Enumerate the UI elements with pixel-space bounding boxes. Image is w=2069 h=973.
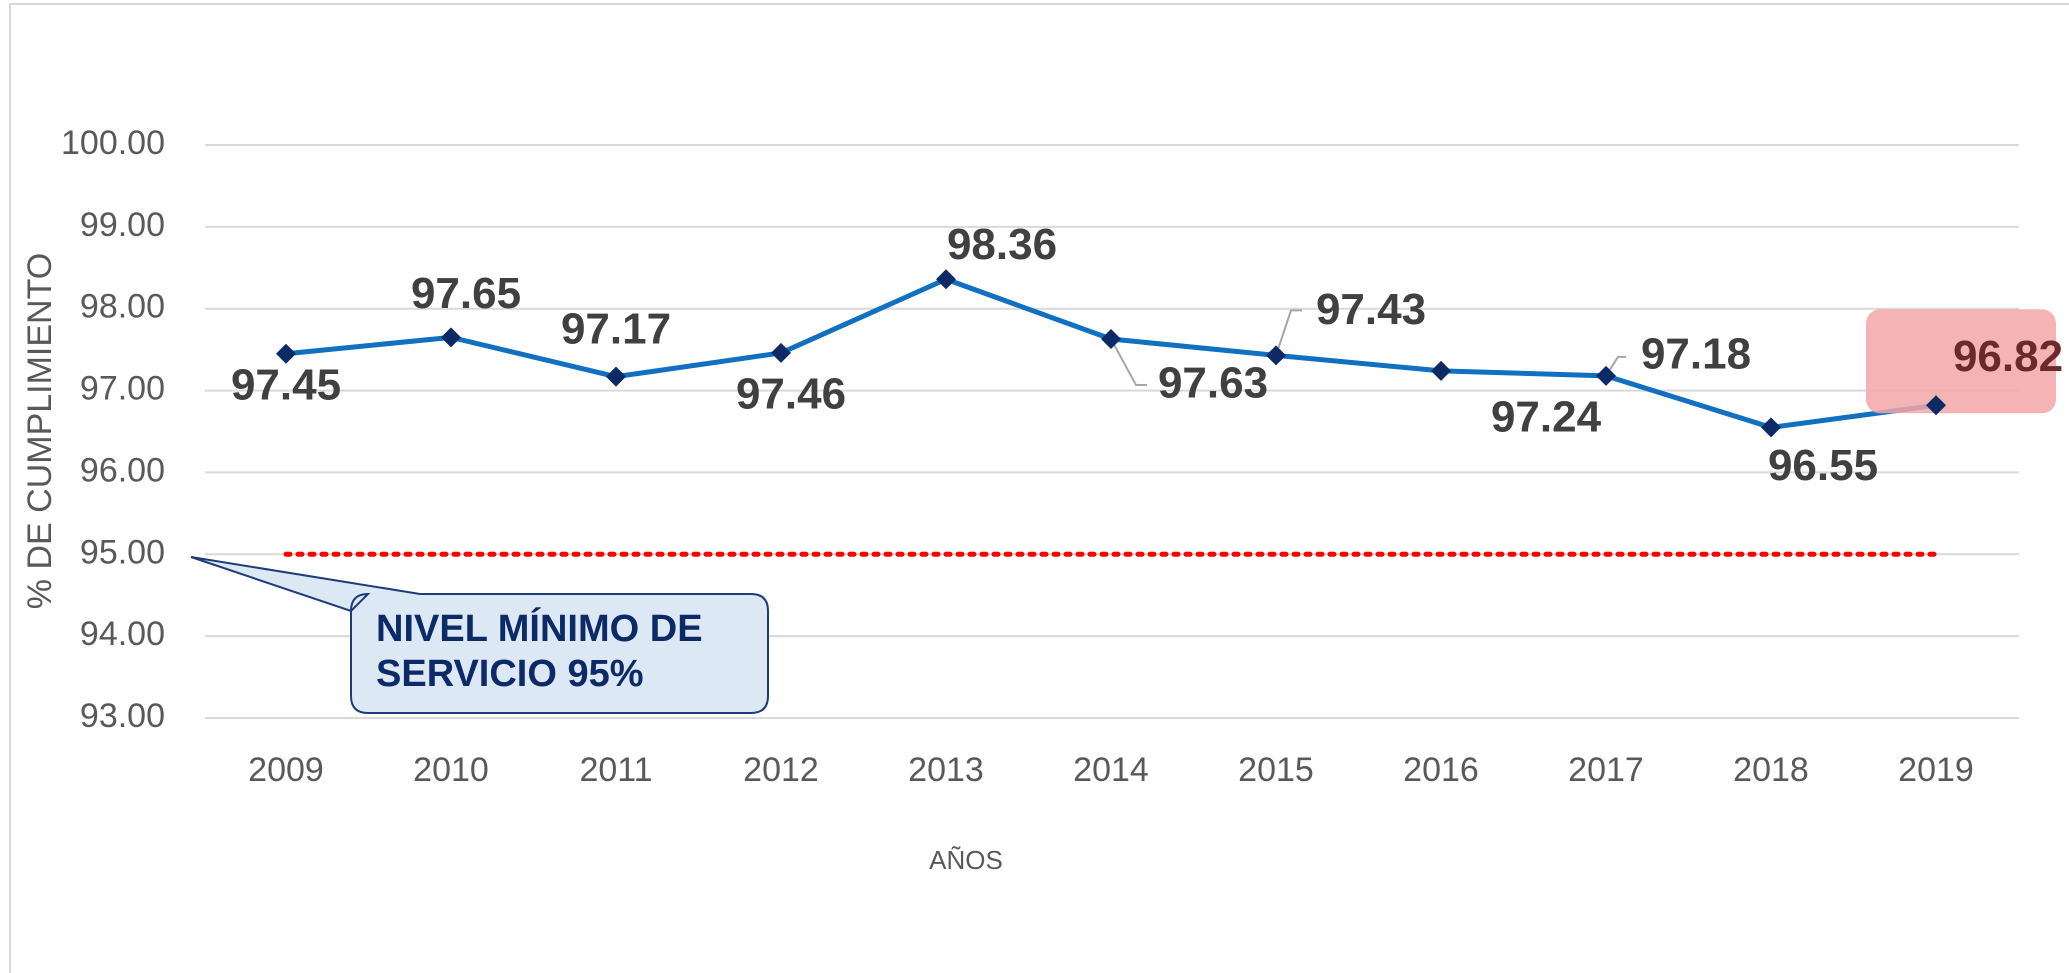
marker [936,269,956,290]
x-tick-label: 2013 [908,751,984,789]
data-label: 97.63 [1158,359,1268,408]
data-label: 97.45 [231,360,341,409]
highlight-box [1866,309,2056,414]
data-label: 97.65 [411,269,521,318]
marker [1596,365,1616,386]
data-label: 96.82 [1953,332,2063,381]
data-label: 97.24 [1491,393,1602,442]
y-tick-label: 100.00 [61,124,165,162]
x-tick-label: 2009 [248,751,324,789]
leader-line [1275,309,1302,356]
y-tick-label: 96.00 [80,451,165,489]
data-label: 97.43 [1316,285,1426,334]
y-tick-label: 95.00 [80,533,165,571]
callout [190,556,769,714]
y-tick-label: 94.00 [80,615,165,653]
x-tick-label: 2011 [579,751,652,789]
marker [1101,329,1121,350]
marker [771,342,791,363]
data-label: 97.46 [736,370,846,419]
y-tick-label: 98.00 [80,288,165,326]
data-label: 98.36 [947,220,1057,269]
chart-frame [9,3,2069,973]
marker [1431,360,1451,381]
leader-line [1605,355,1626,377]
data-label: 97.18 [1641,329,1751,378]
annotation-text: SERVICIO 95% [376,653,644,695]
data-label: 97.17 [561,304,671,353]
y-tick-label: 97.00 [80,370,165,408]
marker [1761,417,1781,438]
x-tick-label: 2016 [1403,751,1479,789]
x-tick-label: 2010 [413,751,489,789]
x-tick-label: 2018 [1733,751,1809,789]
x-tick-label: 2012 [743,751,819,789]
x-tick-label: 2019 [1898,751,1974,789]
marker [276,343,296,364]
marker [1266,345,1286,366]
y-axis-title: % DE CUMPLIMIENTO [21,253,59,609]
leader-line [1110,338,1147,387]
annotation-text: NIVEL MÍNIMO DE [376,606,703,650]
x-tick-label: 2015 [1238,751,1314,789]
data-label: 96.55 [1768,441,1878,490]
y-tick-label: 99.00 [80,206,165,244]
marker [441,327,461,348]
x-axis-title: AÑOS [929,845,1003,875]
x-tick-label: 2017 [1568,751,1644,789]
marker [606,366,626,387]
marker [1926,395,1946,416]
x-tick-label: 2014 [1073,751,1149,789]
y-tick-label: 93.00 [80,697,165,735]
